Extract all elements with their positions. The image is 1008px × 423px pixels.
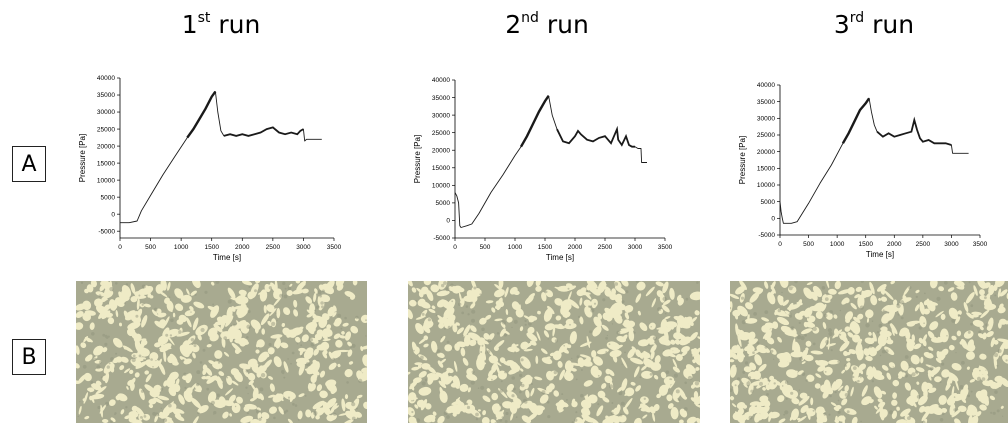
y-tick-label: 25000 — [432, 130, 450, 137]
y-tick-label: 0 — [446, 218, 450, 225]
x-tick-label: 2500 — [916, 241, 931, 248]
y-tick-label: 20000 — [757, 149, 775, 156]
y-tick-label: 40000 — [97, 75, 115, 82]
y-tick-label: 20000 — [432, 147, 450, 154]
axes-frame — [779, 85, 980, 236]
x-tick-label: 500 — [145, 244, 156, 251]
pressure-chart-run-2: 0 500 1000 1500 2000 2500 3000 3500-50000500010… — [413, 77, 673, 262]
y-tick-label: -5000 — [433, 235, 450, 242]
x-tick-label: 0 — [118, 244, 122, 251]
x-tick-label: 2000 — [887, 241, 902, 248]
y-tick-label: 15000 — [757, 166, 775, 173]
y-tick-label: 25000 — [757, 132, 775, 139]
x-tick-label: 0 — [453, 244, 457, 251]
pressure-series-line — [120, 91, 322, 224]
micro-shading — [411, 281, 700, 423]
pressure-series-dense-segment — [556, 125, 635, 148]
y-axis-label: Pressure [Pa] — [738, 136, 747, 184]
y-tick-label: 30000 — [757, 116, 775, 123]
pressure-chart-run-1: 0 500 1000 1500 2000 2500 3000 3500 -5000 0 5000 10… — [78, 75, 342, 262]
pressure-series-dense-segment — [223, 126, 304, 137]
x-tick-label: 2500 — [598, 244, 613, 251]
microstructure-image-run-2 — [408, 281, 700, 423]
pressure-series-dense-segment — [519, 95, 550, 148]
x-tick-label: 3500 — [658, 244, 673, 251]
x-tick-label: 3000 — [944, 241, 959, 248]
x-tick-label: 500 — [480, 244, 491, 251]
row-label-a: A — [12, 146, 46, 182]
x-tick-label: 2500 — [266, 244, 281, 251]
run-title-2: 2nd run — [505, 9, 589, 39]
x-tick-label: 1500 — [204, 244, 219, 251]
y-tick-label: -5000 — [758, 232, 775, 239]
x-axis-label: Time [s] — [546, 253, 574, 262]
x-tick-label: 2000 — [568, 244, 583, 251]
micro-shading — [730, 281, 1008, 423]
micro-light-phase — [408, 281, 700, 423]
x-tick-label: 1500 — [858, 241, 873, 248]
y-tick-label: 35000 — [432, 95, 450, 102]
y-axis-label: Pressure [Pa] — [413, 135, 422, 183]
x-axis-label: Time [s] — [866, 250, 894, 259]
x-tick-label: 2000 — [235, 244, 250, 251]
y-tick-label: -5000 — [98, 228, 115, 235]
y-tick-label: 35000 — [757, 99, 775, 106]
y-tick-label: 20000 — [97, 143, 115, 150]
micro-light-phase — [730, 281, 1008, 423]
micro-shading — [77, 281, 367, 423]
y-tick-label: 0 — [111, 211, 115, 218]
axes-frame — [119, 78, 334, 239]
x-tick-label: 3000 — [628, 244, 643, 251]
y-tick-label: 30000 — [432, 112, 450, 119]
y-tick-label: 10000 — [432, 183, 450, 190]
pressure-chart-run-3: 0 500 1000 1500 2000 2500 3000 3500-50000500010… — [738, 82, 988, 259]
x-tick-label: 1000 — [508, 244, 523, 251]
pressure-series-dense-segment — [186, 90, 217, 139]
y-tick-label: 15000 — [97, 160, 115, 167]
x-axis-label: Time [s] — [213, 253, 241, 262]
run-title-3: 3rd run — [833, 9, 915, 39]
y-tick-label: 35000 — [97, 92, 115, 99]
run-title-1: 1st run — [181, 9, 261, 39]
y-tick-label: 25000 — [97, 126, 115, 133]
y-tick-label: 30000 — [97, 109, 115, 116]
microstructure-image-run-3 — [730, 281, 1008, 423]
micro-light-phase — [76, 281, 367, 423]
y-tick-label: 10000 — [97, 177, 115, 184]
x-tick-label: 3500 — [973, 241, 988, 248]
y-tick-label: 5000 — [761, 199, 776, 206]
microstructure-image-run-1 — [76, 281, 367, 423]
pressure-series-line — [454, 95, 647, 228]
y-tick-label: 5000 — [101, 194, 116, 201]
x-tick-label: 500 — [803, 241, 814, 248]
y-tick-label: 5000 — [436, 200, 451, 207]
pressure-series-dense-segment — [876, 116, 952, 146]
x-tick-label: 3000 — [296, 244, 311, 251]
y-tick-label: 15000 — [432, 165, 450, 172]
y-axis-label: Pressure [Pa] — [78, 134, 87, 182]
x-tick-label: 1000 — [174, 244, 189, 251]
x-tick-label: 0 — [778, 241, 782, 248]
y-tick-label: 40000 — [757, 82, 775, 89]
y-tick-label: 10000 — [757, 182, 775, 189]
x-tick-label: 1500 — [538, 244, 553, 251]
axes-frame — [454, 80, 665, 239]
pressure-series-line — [779, 97, 969, 224]
x-tick-label: 1000 — [830, 241, 845, 248]
y-tick-label: 0 — [771, 216, 775, 223]
pressure-series-dense-segment — [841, 97, 871, 144]
y-tick-label: 40000 — [432, 77, 450, 84]
x-tick-label: 3500 — [327, 244, 342, 251]
row-label-b: B — [12, 339, 46, 375]
